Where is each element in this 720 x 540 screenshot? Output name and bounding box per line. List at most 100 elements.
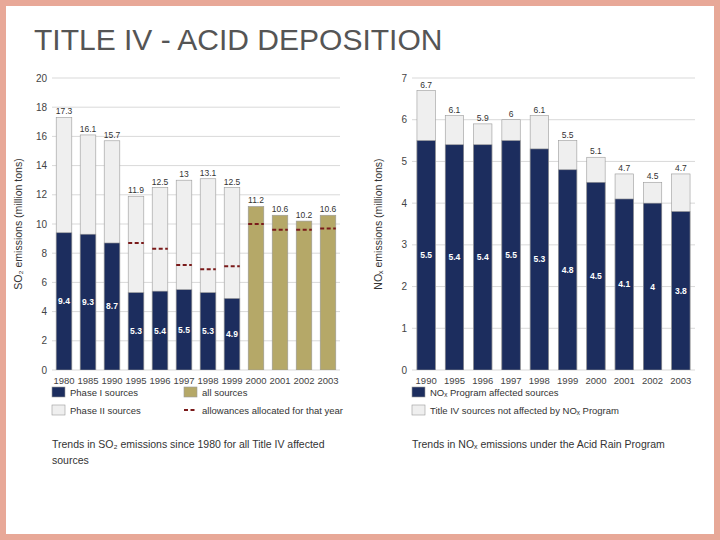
data-label: 6 bbox=[509, 109, 514, 119]
data-label: 3.8 bbox=[675, 286, 687, 296]
bar bbox=[56, 117, 72, 370]
x-tick-label: 1996 bbox=[472, 375, 493, 386]
y-tick-label: 18 bbox=[36, 102, 48, 113]
data-label: 13 bbox=[179, 169, 189, 179]
x-tick-label: 1998 bbox=[197, 375, 218, 386]
data-label: 5.5 bbox=[562, 130, 574, 140]
data-label: 6.1 bbox=[449, 105, 461, 115]
bar bbox=[128, 293, 144, 370]
allowance-marker bbox=[248, 223, 264, 225]
data-label: 4.8 bbox=[562, 265, 574, 275]
x-tick-label: 2003 bbox=[670, 375, 691, 386]
bar bbox=[80, 135, 96, 370]
bar bbox=[587, 182, 605, 370]
x-tick-label: 1995 bbox=[444, 375, 465, 386]
marks bbox=[56, 117, 336, 370]
data-label: 16.1 bbox=[80, 124, 97, 134]
data-label: 12.5 bbox=[224, 177, 241, 187]
data-label: 11.9 bbox=[128, 185, 144, 195]
chart: 0246810121416182019801985199019951996199… bbox=[12, 73, 343, 467]
marks bbox=[417, 91, 690, 370]
x-tick-label: 2001 bbox=[614, 375, 635, 386]
bar bbox=[558, 170, 576, 370]
bar bbox=[672, 211, 690, 370]
legend-label: Phase II sources bbox=[70, 405, 141, 416]
legend-swatch bbox=[412, 387, 425, 397]
bar bbox=[672, 174, 690, 370]
legend-label: all sources bbox=[202, 387, 248, 398]
bar bbox=[587, 157, 605, 370]
bar bbox=[128, 196, 144, 370]
data-label: 5.5 bbox=[178, 325, 190, 335]
bar bbox=[643, 203, 661, 370]
bar bbox=[224, 188, 240, 371]
x-tick-label: 2003 bbox=[317, 375, 338, 386]
data-label: 12.5 bbox=[152, 177, 169, 187]
bar bbox=[104, 141, 120, 370]
data-labels: 17.39.416.19.315.78.711.95.312.55.4135.5… bbox=[56, 106, 337, 339]
data-label: 9.4 bbox=[58, 296, 70, 306]
data-labels: 6.75.56.15.45.95.465.56.15.35.54.85.14.5… bbox=[420, 80, 687, 296]
bar bbox=[272, 215, 288, 370]
bar bbox=[296, 221, 312, 370]
y-axis-label: NOₓ emissions (million tons) bbox=[372, 158, 384, 289]
x-tick-label: 1990 bbox=[416, 375, 437, 386]
caption: Trends in SO₂ emissions since 1980 for a… bbox=[52, 438, 325, 450]
data-label: 8.7 bbox=[106, 301, 118, 311]
y-tick-label: 12 bbox=[36, 189, 48, 200]
legend: NOₓ Program affected sourcesTitle IV sou… bbox=[412, 387, 619, 416]
y-axis-label: SO₂ emissions (million tons) bbox=[12, 158, 24, 289]
data-label: 5.4 bbox=[477, 252, 489, 262]
bar bbox=[558, 141, 576, 370]
title: TITLE IV - ACID DEPOSITION bbox=[34, 23, 442, 56]
data-label: 5.4 bbox=[154, 326, 166, 336]
data-label: 5.5 bbox=[420, 250, 432, 260]
legend-swatch bbox=[184, 409, 197, 411]
data-label: 5.4 bbox=[449, 252, 461, 262]
data-label: 5.1 bbox=[590, 146, 602, 156]
y-tick-label: 0 bbox=[401, 365, 407, 376]
bar bbox=[502, 141, 520, 370]
data-label: 10.6 bbox=[272, 204, 289, 214]
bar bbox=[152, 291, 168, 370]
bar bbox=[530, 149, 548, 370]
bar bbox=[502, 120, 520, 370]
x-tick-label: 2001 bbox=[269, 375, 290, 386]
allowance-marker bbox=[176, 264, 192, 266]
y-tick-label: 3 bbox=[401, 239, 407, 250]
data-label: 15.7 bbox=[104, 130, 121, 140]
bar bbox=[474, 124, 492, 370]
allowance-marker bbox=[224, 265, 240, 267]
caption: sources bbox=[52, 454, 89, 466]
legend-swatch bbox=[184, 387, 197, 397]
x-tick-label: 2000 bbox=[245, 375, 266, 386]
border bbox=[3, 3, 717, 537]
bar bbox=[615, 174, 633, 370]
data-label: 9.3 bbox=[82, 297, 94, 307]
x-tick-label: 1999 bbox=[221, 375, 242, 386]
bar bbox=[200, 179, 216, 370]
bar bbox=[176, 290, 192, 370]
data-label: 6.7 bbox=[420, 80, 432, 90]
bar bbox=[224, 298, 240, 370]
data-label: 4.5 bbox=[647, 171, 659, 181]
chart: 0123456719901995199619971998199920002001… bbox=[372, 73, 695, 451]
y-tick-label: 1 bbox=[401, 323, 407, 334]
bar bbox=[474, 145, 492, 370]
page: {"title": "TITLE IV - ACID DEPOSITION", … bbox=[0, 0, 720, 540]
bar bbox=[176, 180, 192, 370]
allowance-marker bbox=[272, 229, 288, 231]
x-tick-label: 1980 bbox=[53, 375, 74, 386]
y-tick-label: 5 bbox=[401, 156, 407, 167]
data-label: 5.5 bbox=[505, 250, 517, 260]
data-label: 4.1 bbox=[618, 279, 630, 289]
bar bbox=[152, 188, 168, 371]
allowance-marker bbox=[200, 268, 216, 270]
legend-label: Phase I sources bbox=[70, 387, 138, 398]
bar bbox=[615, 199, 633, 370]
allowance-marker bbox=[128, 242, 144, 244]
grid-line bbox=[52, 107, 340, 108]
data-label: 6.1 bbox=[533, 105, 545, 115]
data-label: 4.7 bbox=[675, 163, 687, 173]
data-label: 11.2 bbox=[248, 195, 264, 205]
